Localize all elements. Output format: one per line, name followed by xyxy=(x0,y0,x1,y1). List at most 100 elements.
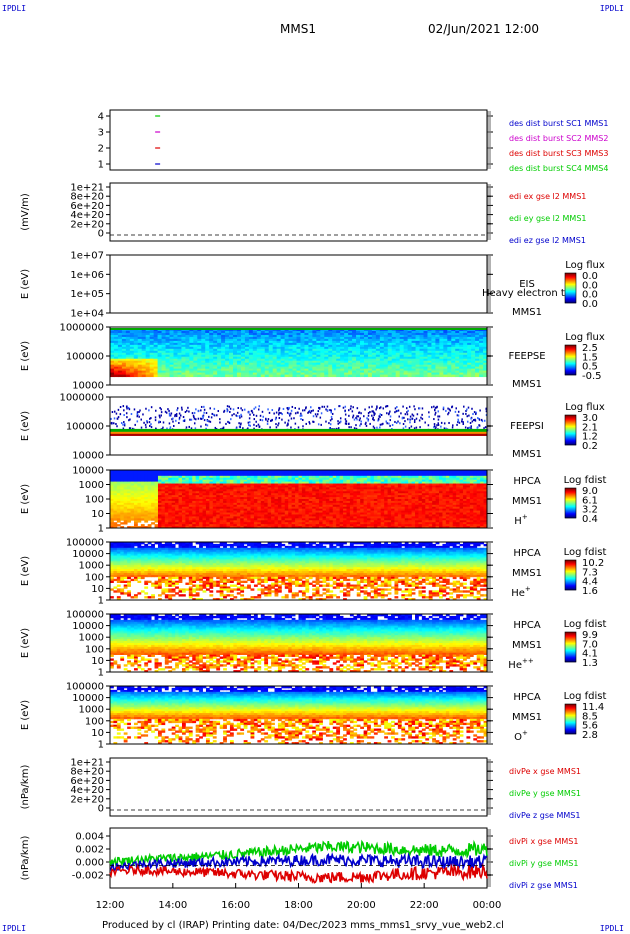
y-axis-label: (mV/m) xyxy=(20,193,31,231)
colorbar-tick: 1.3 xyxy=(582,658,598,669)
colorbar-tick: 0.0 xyxy=(582,290,598,301)
y-tick-label: 3 xyxy=(98,128,104,139)
panel-frame xyxy=(109,396,488,456)
corner-label-bottom-right: IPDLI xyxy=(599,924,624,933)
instrument-label: HPCA xyxy=(513,548,541,559)
legend-entry: divPe x gse MMS1 xyxy=(509,767,581,776)
y-tick-label: 100000 xyxy=(66,682,104,693)
y-tick-label: 100000 xyxy=(66,422,104,433)
instrument-label: HPCA xyxy=(513,620,541,631)
y-tick-label: 1 xyxy=(98,160,104,171)
corner-label-bottom-left: IPDLI xyxy=(2,924,27,933)
y-tick-label: 100 xyxy=(85,644,104,655)
y-tick-label: 0.002 xyxy=(75,845,104,856)
corner-label-top-left: IPDLI xyxy=(2,4,27,13)
plot-stack: 4 3 2 1 des dist burst SC1 MMS1 des dist burs… xyxy=(20,109,608,911)
legend-entry: edi ey gse l2 MMS1 xyxy=(509,214,587,223)
colorbar-label: Log fdist xyxy=(564,619,607,630)
colorbar-label: Log fdist xyxy=(564,475,607,486)
y-tick-label: 2e+20 xyxy=(70,219,104,230)
colorbar-tick: 2.5 xyxy=(582,343,598,354)
panel-1: 4 3 2 1 des dist burst SC1 MMS1 des dist burs… xyxy=(98,109,608,173)
species-label: He++ xyxy=(508,657,534,671)
y-tick-label: 10000 xyxy=(72,451,104,462)
legend-entry: divPe y gse MMS1 xyxy=(509,789,581,798)
panel-frame xyxy=(109,182,488,242)
colorbar xyxy=(564,559,577,591)
overlay-text: Heavy electron tof xyxy=(482,288,575,299)
panel-5: 1000000 100000 10000 E (eV) FEEPSI MMS1 Log fl… xyxy=(20,393,605,462)
y-tick-label: 10000 xyxy=(72,693,104,704)
colorbar-tick: 2.8 xyxy=(582,730,598,741)
legend-entry: divPi z gse MMS1 xyxy=(509,881,578,890)
y-tick-label: 4 xyxy=(98,112,104,123)
species-label: O+ xyxy=(514,729,528,743)
panel-frame xyxy=(109,254,488,314)
y-axis-label: (nPa/km) xyxy=(20,836,31,881)
y-tick-label: 1 xyxy=(98,740,104,751)
colorbar-tick: 7.0 xyxy=(582,639,598,650)
legend-entry: divPi y gse MMS1 xyxy=(509,859,578,868)
spacecraft-label: MMS1 xyxy=(512,712,542,723)
spacecraft-label: MMS1 xyxy=(512,449,542,460)
y-tick-label: 0.004 xyxy=(75,832,104,843)
y-tick-label: 100 xyxy=(85,716,104,727)
colorbar-label: Log flux xyxy=(565,260,605,271)
panel-frame xyxy=(109,757,488,817)
x-tick-label: 22:00 xyxy=(410,900,439,911)
colorbar xyxy=(564,703,577,735)
legend-entry: des dist burst SC1 MMS1 xyxy=(509,119,608,128)
y-tick-label: 2e+20 xyxy=(70,794,104,805)
y-tick-label: 10000 xyxy=(72,621,104,632)
legend-entry: edi ez gse l2 MMS1 xyxy=(509,236,586,245)
colorbar xyxy=(564,344,577,376)
panel-3: 1e+07 1e+06 1e+05 1e+04 E (eV) EIS MMS1 Heavy e… xyxy=(20,251,605,320)
colorbar-tick: 5.6 xyxy=(582,721,598,732)
x-axis: 12:00 14:00 16:00 18:00 20:00 22:00 00:00 xyxy=(96,883,501,911)
x-tick-label: 20:00 xyxy=(347,900,376,911)
y-tick-label: 10 xyxy=(91,509,104,520)
y-tick-label: 8e+20 xyxy=(70,192,104,203)
colorbar-tick: 0.0 xyxy=(582,299,598,310)
y-axis-label: E (eV) xyxy=(20,628,31,658)
y-tick-label: 1 xyxy=(98,524,104,535)
colorbar-tick: 2.1 xyxy=(582,422,598,433)
colorbar-tick: 0.0 xyxy=(582,280,598,291)
y-tick-label: 100 xyxy=(85,572,104,583)
y-tick-label: 1 xyxy=(98,596,104,607)
spacecraft-label: MMS1 xyxy=(512,568,542,579)
spacecraft-title: MMS1 xyxy=(280,22,316,36)
y-tick-label: 1000 xyxy=(79,480,104,491)
panel-11: 0.004 0.002 0.000 -0.002 (nPa/km) divPi x gse… xyxy=(20,827,578,890)
y-tick-label: 1e+06 xyxy=(70,270,104,281)
panel-frame xyxy=(109,541,488,601)
colorbar-tick: 10.2 xyxy=(582,558,604,569)
legend-entry: des dist burst SC2 MMS2 xyxy=(509,134,608,143)
panel-4: 1000000 100000 10000 E (eV) FEEPSE MMS1 Log fl… xyxy=(20,323,605,392)
colorbar-tick: 7.3 xyxy=(582,567,598,578)
panel-frame xyxy=(109,613,488,673)
colorbar-tick: 4.4 xyxy=(582,577,598,588)
colorbar-tick: 1.5 xyxy=(582,352,598,363)
y-tick-label: 10 xyxy=(91,728,104,739)
spacecraft-label: MMS1 xyxy=(512,379,542,390)
y-axis-label: E (eV) xyxy=(20,556,31,586)
species-label: He+ xyxy=(511,585,531,599)
corner-label-top-right: IPDLI xyxy=(599,4,624,13)
y-tick-label: 10000 xyxy=(72,381,104,392)
y-tick-label: 0 xyxy=(98,804,104,815)
instrument-label: FEEPSE xyxy=(508,351,545,362)
species-label: H+ xyxy=(514,513,528,527)
y-axis-label: E (eV) xyxy=(20,700,31,730)
colorbar-tick: 1.2 xyxy=(582,432,598,443)
colorbar-label: Log fdist xyxy=(564,547,607,558)
colorbar-label: Log flux xyxy=(565,332,605,343)
series-line xyxy=(109,862,488,885)
spacecraft-label: MMS1 xyxy=(512,496,542,507)
y-tick-label: -0.002 xyxy=(72,871,104,882)
legend-entry: edi ex gse l2 MMS1 xyxy=(509,192,586,201)
